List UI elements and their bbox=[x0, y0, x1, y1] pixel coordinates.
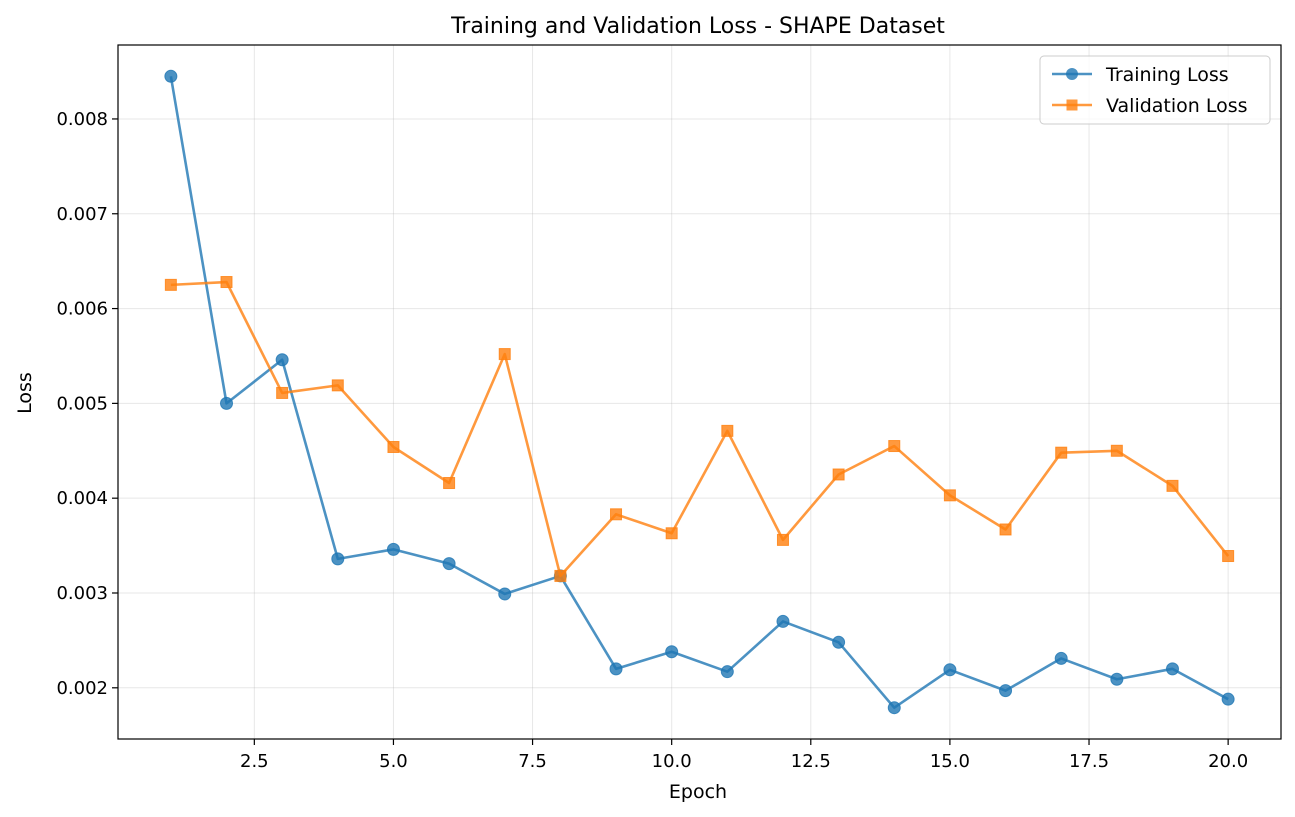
y-tick-label: 0.007 bbox=[56, 204, 108, 225]
x-tick-label: 2.5 bbox=[240, 751, 269, 772]
data-point bbox=[164, 69, 178, 83]
data-point bbox=[331, 552, 345, 566]
data-point bbox=[776, 533, 789, 546]
data-point bbox=[665, 527, 678, 540]
legend-label: Training Loss bbox=[1105, 64, 1229, 86]
y-tick-label: 0.002 bbox=[56, 678, 108, 699]
data-point bbox=[1054, 651, 1068, 665]
data-point bbox=[1055, 446, 1068, 459]
data-point bbox=[276, 386, 289, 399]
data-point bbox=[1166, 479, 1179, 492]
series-layer bbox=[164, 69, 1235, 715]
x-tick-label: 20.0 bbox=[1208, 751, 1248, 772]
data-point bbox=[443, 477, 456, 490]
data-point bbox=[776, 614, 790, 628]
x-tick-label: 17.5 bbox=[1069, 751, 1109, 772]
data-point bbox=[609, 662, 623, 676]
data-point bbox=[665, 645, 679, 659]
series-line bbox=[170, 280, 1230, 578]
x-tick-label: 15.0 bbox=[930, 751, 970, 772]
data-point bbox=[498, 587, 512, 601]
x-tick-label: 10.0 bbox=[652, 751, 692, 772]
y-tick-label: 0.006 bbox=[56, 299, 108, 320]
data-point bbox=[1222, 550, 1235, 563]
legend: Training Loss Validation Loss bbox=[1039, 55, 1271, 125]
y-axis-label: Loss bbox=[14, 372, 36, 414]
y-tick-label: 0.003 bbox=[56, 583, 108, 604]
plot-area-frame bbox=[117, 44, 1282, 740]
data-point bbox=[387, 440, 400, 453]
data-point bbox=[442, 557, 456, 571]
data-point bbox=[721, 424, 734, 437]
legend-box bbox=[1039, 55, 1271, 125]
legend-marker bbox=[1066, 99, 1078, 111]
data-point bbox=[887, 701, 901, 715]
data-point bbox=[720, 665, 734, 679]
y-tick-label: 0.004 bbox=[56, 488, 108, 509]
data-point bbox=[331, 379, 344, 392]
data-point bbox=[610, 508, 623, 521]
data-point bbox=[888, 440, 901, 453]
data-point bbox=[832, 635, 846, 649]
data-point bbox=[386, 542, 400, 556]
ticks: 2.5 5.0 7.5 10.0 12.5 15.0 17.5 20.0 0.002 0.003 0… bbox=[56, 109, 1248, 772]
x-tick-label: 7.5 bbox=[518, 751, 547, 772]
data-point bbox=[275, 353, 289, 367]
x-tick-label: 5.0 bbox=[379, 751, 408, 772]
data-point bbox=[943, 489, 956, 502]
x-axis-label: Epoch bbox=[669, 781, 727, 803]
data-point bbox=[554, 569, 567, 582]
y-tick-label: 0.005 bbox=[56, 393, 108, 414]
data-point bbox=[220, 276, 233, 289]
data-point bbox=[832, 468, 845, 481]
series-line bbox=[169, 76, 1229, 710]
legend-entry: Validation Loss bbox=[1052, 95, 1248, 117]
y-tick-label: 0.008 bbox=[56, 109, 108, 130]
x-tick-label: 12.5 bbox=[791, 751, 831, 772]
data-point bbox=[164, 278, 177, 291]
data-point bbox=[1221, 692, 1235, 706]
data-point bbox=[943, 663, 957, 677]
legend-label: Validation Loss bbox=[1106, 95, 1248, 117]
data-point bbox=[220, 396, 234, 410]
data-point bbox=[999, 684, 1013, 698]
series-training-loss bbox=[164, 69, 1235, 715]
legend-marker bbox=[1066, 68, 1078, 80]
data-point bbox=[1110, 444, 1123, 457]
data-point bbox=[1110, 672, 1124, 686]
series-validation-loss bbox=[164, 276, 1235, 582]
data-point bbox=[498, 348, 511, 361]
chart-title: Training and Validation Loss - SHAPE Dat… bbox=[450, 14, 945, 39]
grid bbox=[118, 45, 1281, 739]
data-point bbox=[999, 523, 1012, 536]
legend-entry: Training Loss bbox=[1052, 64, 1229, 86]
data-point bbox=[1165, 662, 1179, 676]
